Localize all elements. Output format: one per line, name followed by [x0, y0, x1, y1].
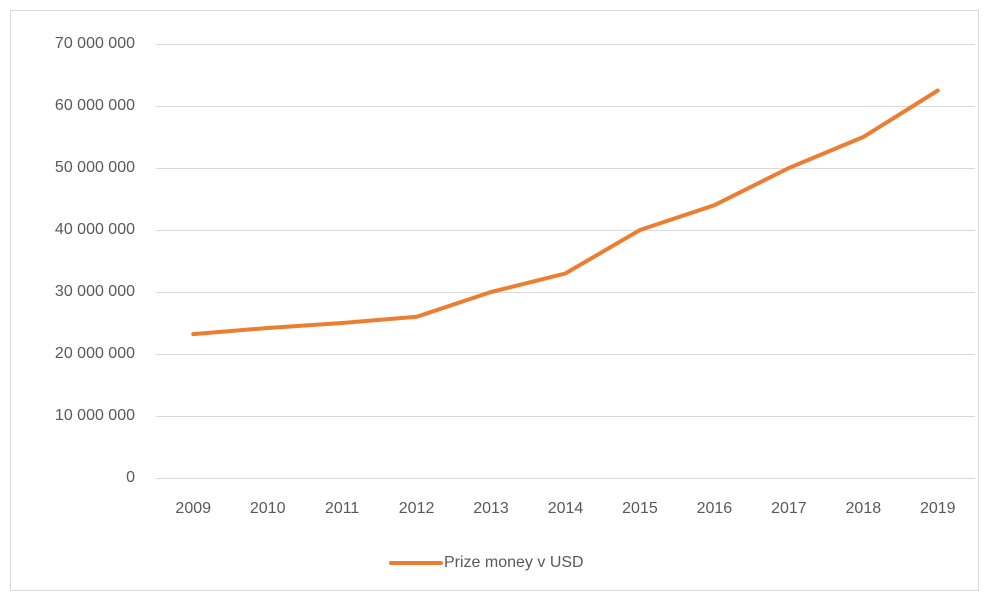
y-tick-label: 0: [126, 469, 135, 486]
y-tick-label: 30 000 000: [55, 283, 135, 300]
y-tick-label: 40 000 000: [55, 221, 135, 238]
x-tick-label: 2017: [771, 500, 807, 517]
y-tick-label: 10 000 000: [55, 407, 135, 424]
data-line: [191, 88, 940, 337]
x-tick-label: 2013: [473, 500, 509, 517]
x-tick-label: 2014: [548, 500, 584, 517]
y-tick-label: 50 000 000: [55, 159, 135, 176]
x-tick-label: 2009: [175, 500, 211, 517]
y-tick-label: 20 000 000: [55, 345, 135, 362]
x-tick-label: 2019: [920, 500, 956, 517]
chart-border: [10, 10, 979, 591]
x-tick-label: 2016: [697, 500, 733, 517]
x-tick-label: 2018: [846, 500, 882, 517]
x-tick-label: 2011: [325, 500, 360, 517]
x-tick-label: 2012: [399, 500, 435, 517]
y-tick-label: 60 000 000: [55, 97, 135, 114]
x-tick-label: 2010: [250, 500, 286, 517]
y-tick-label: 70 000 000: [55, 35, 135, 52]
legend-label: Prize money v USD: [444, 554, 584, 571]
x-tick-label: 2015: [622, 500, 658, 517]
